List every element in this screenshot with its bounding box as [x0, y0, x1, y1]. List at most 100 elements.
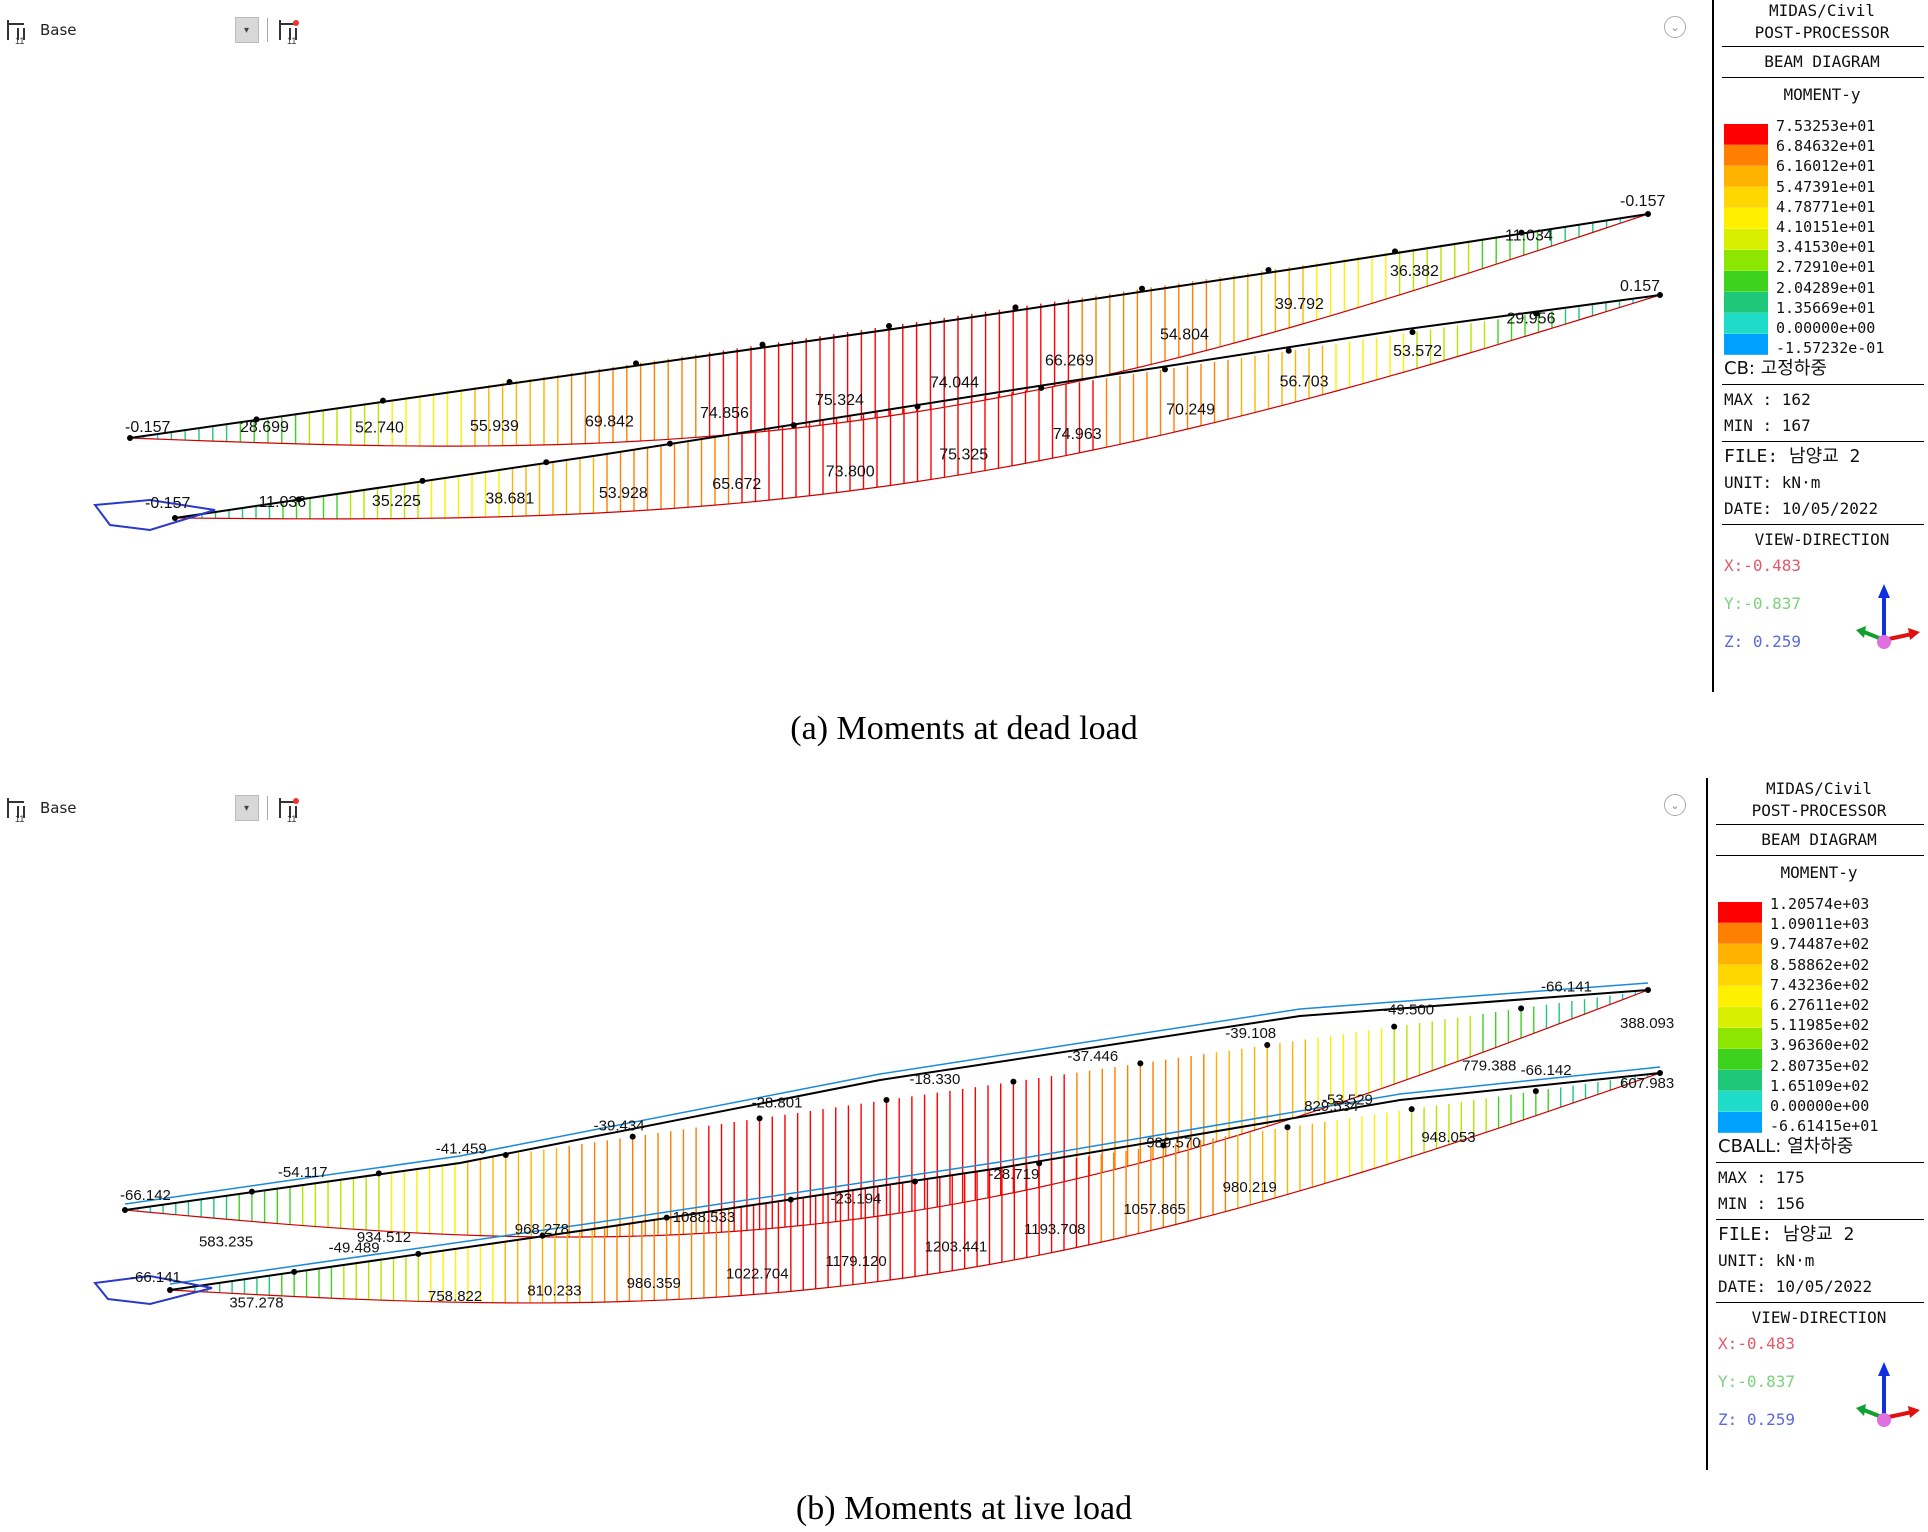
- view-direction-title: VIEW-DIRECTION: [1754, 530, 1890, 549]
- girder-bottom-axis-offset: [169, 1066, 1661, 1285]
- beam-node[interactable]: [167, 1287, 173, 1293]
- beam-node[interactable]: [1036, 1160, 1043, 1167]
- moment-value-label: 66.269: [1045, 353, 1094, 370]
- beam-node[interactable]: [127, 435, 133, 441]
- beam-node[interactable]: [291, 1268, 298, 1275]
- moment-value-label: 29.956: [1507, 310, 1556, 327]
- beam-node[interactable]: [1284, 1124, 1291, 1131]
- scale-value: 2.80735e+02: [1770, 1056, 1870, 1075]
- beam-node[interactable]: [886, 323, 892, 329]
- beam-node[interactable]: [1645, 987, 1651, 993]
- beam-node[interactable]: [1162, 366, 1168, 373]
- beam-node[interactable]: [375, 1170, 382, 1177]
- structure-edit-icon[interactable]: 11: [276, 794, 304, 824]
- beam-node[interactable]: [914, 403, 921, 410]
- dropdown-arrow-icon[interactable]: ▾: [234, 795, 259, 821]
- beam-diagram-canvas[interactable]: -0.157 28.699 52.740 55.939 69.842 74.856 75.3…: [0, 0, 1710, 690]
- moment-value-label: 0.157: [1620, 278, 1660, 295]
- beam-node[interactable]: [1645, 211, 1651, 217]
- beam-node[interactable]: [790, 422, 797, 429]
- beam-node[interactable]: [415, 1250, 422, 1257]
- unit-label: UNIT: kN·m: [1724, 473, 1821, 492]
- scale-value: 2.72910e+01: [1776, 258, 1876, 277]
- moment-outline: [129, 213, 1649, 447]
- beam-node[interactable]: [248, 1188, 255, 1195]
- beam-node[interactable]: [1392, 248, 1398, 255]
- beam-node[interactable]: [912, 1178, 918, 1185]
- beam-node[interactable]: [1657, 1070, 1663, 1076]
- beam-node[interactable]: [1264, 1042, 1271, 1048]
- moment-value-label: -39.108: [1225, 1025, 1276, 1042]
- view-y: Y:-0.837: [1718, 1372, 1796, 1391]
- beam-node[interactable]: [1409, 329, 1416, 336]
- beam-node[interactable]: [1012, 304, 1019, 311]
- beam-node[interactable]: [787, 1196, 794, 1203]
- beam-node[interactable]: [663, 1214, 670, 1221]
- beam-node[interactable]: [667, 440, 673, 447]
- moment-value-label: 73.800: [826, 463, 875, 480]
- beam-node[interactable]: [1518, 1005, 1525, 1012]
- moment-value-label: -54.117: [278, 1164, 328, 1181]
- moment-value-label: 74.044: [930, 375, 979, 392]
- color-swatch: [1718, 1070, 1762, 1091]
- beam-node[interactable]: [629, 1133, 636, 1140]
- beam-node[interactable]: [1038, 384, 1045, 391]
- color-swatch: [1718, 1049, 1762, 1070]
- beam-node[interactable]: [1532, 1088, 1539, 1095]
- beam-node[interactable]: [759, 341, 766, 348]
- beam-node[interactable]: [380, 397, 386, 404]
- color-swatch: [1724, 187, 1768, 208]
- beam-node[interactable]: [295, 496, 302, 503]
- moment-value-label: 54.804: [1160, 326, 1209, 343]
- dropdown-arrow-icon[interactable]: ▾: [234, 17, 259, 43]
- beam-node[interactable]: [1657, 292, 1663, 298]
- moment-value-label: 11.036: [258, 494, 306, 511]
- unit-label: UNIT: kN·m: [1718, 1251, 1815, 1270]
- structure-view-icon[interactable]: 11: [4, 16, 32, 46]
- moment-value-label: -28.719: [988, 1166, 1039, 1183]
- beam-node[interactable]: [419, 477, 426, 484]
- beam-node[interactable]: [122, 1207, 128, 1213]
- beam-node[interactable]: [1160, 1142, 1167, 1149]
- beam-diagram-canvas[interactable]: -66.142 583.235 -54.117 934.512 -41.459 968.2…: [0, 778, 1710, 1468]
- color-swatch: [1724, 208, 1768, 229]
- result-component: MOMENT-y: [1780, 863, 1858, 882]
- beam-node[interactable]: [1265, 267, 1272, 273]
- beam-node[interactable]: [1285, 347, 1292, 354]
- moment-value-label: -23.194: [831, 1191, 882, 1208]
- toolbar-separator: [266, 18, 268, 42]
- beam-node[interactable]: [1391, 1023, 1398, 1030]
- beam-node[interactable]: [1518, 229, 1525, 236]
- beam-node[interactable]: [172, 515, 178, 521]
- structure-view-icon[interactable]: 11: [4, 794, 32, 824]
- moment-value-label: 70.249: [1166, 401, 1215, 418]
- structure-edit-icon[interactable]: 11: [276, 16, 304, 46]
- beam-node[interactable]: [502, 1152, 509, 1158]
- view-label[interactable]: Base: [40, 799, 77, 817]
- beam-node[interactable]: [1533, 310, 1540, 317]
- beam-node[interactable]: [543, 459, 550, 466]
- scale-value: -1.57232e-01: [1776, 339, 1885, 358]
- view-x: X:-0.483: [1724, 556, 1802, 575]
- beam-node[interactable]: [756, 1115, 763, 1122]
- beam-node[interactable]: [1139, 285, 1145, 292]
- beam-node[interactable]: [883, 1097, 890, 1103]
- beam-node[interactable]: [506, 379, 513, 385]
- moment-value-label: 758.822: [428, 1288, 482, 1305]
- scale-value: 6.16012e+01: [1776, 157, 1876, 176]
- color-swatch: [1718, 1112, 1762, 1133]
- view-label[interactable]: Base: [40, 21, 77, 39]
- beam-node[interactable]: [253, 416, 260, 423]
- scale-value: 1.35669e+01: [1776, 298, 1876, 317]
- beam-node[interactable]: [1010, 1078, 1017, 1085]
- beam-node[interactable]: [1408, 1106, 1415, 1113]
- beam-node[interactable]: [539, 1232, 546, 1239]
- collapse-chevron-icon[interactable]: ⌄: [1664, 794, 1686, 816]
- moment-value-label: 53.572: [1393, 343, 1442, 360]
- collapse-chevron-icon[interactable]: ⌄: [1664, 16, 1686, 38]
- legend-panel: MIDAS/Civil POST-PROCESSOR BEAM DIAGRAM …: [1706, 778, 1928, 1470]
- beam-node[interactable]: [1137, 1060, 1144, 1067]
- moment-value-label: 934.512: [357, 1229, 411, 1246]
- moment-value-label: -39.434: [594, 1118, 645, 1135]
- beam-node[interactable]: [633, 360, 639, 367]
